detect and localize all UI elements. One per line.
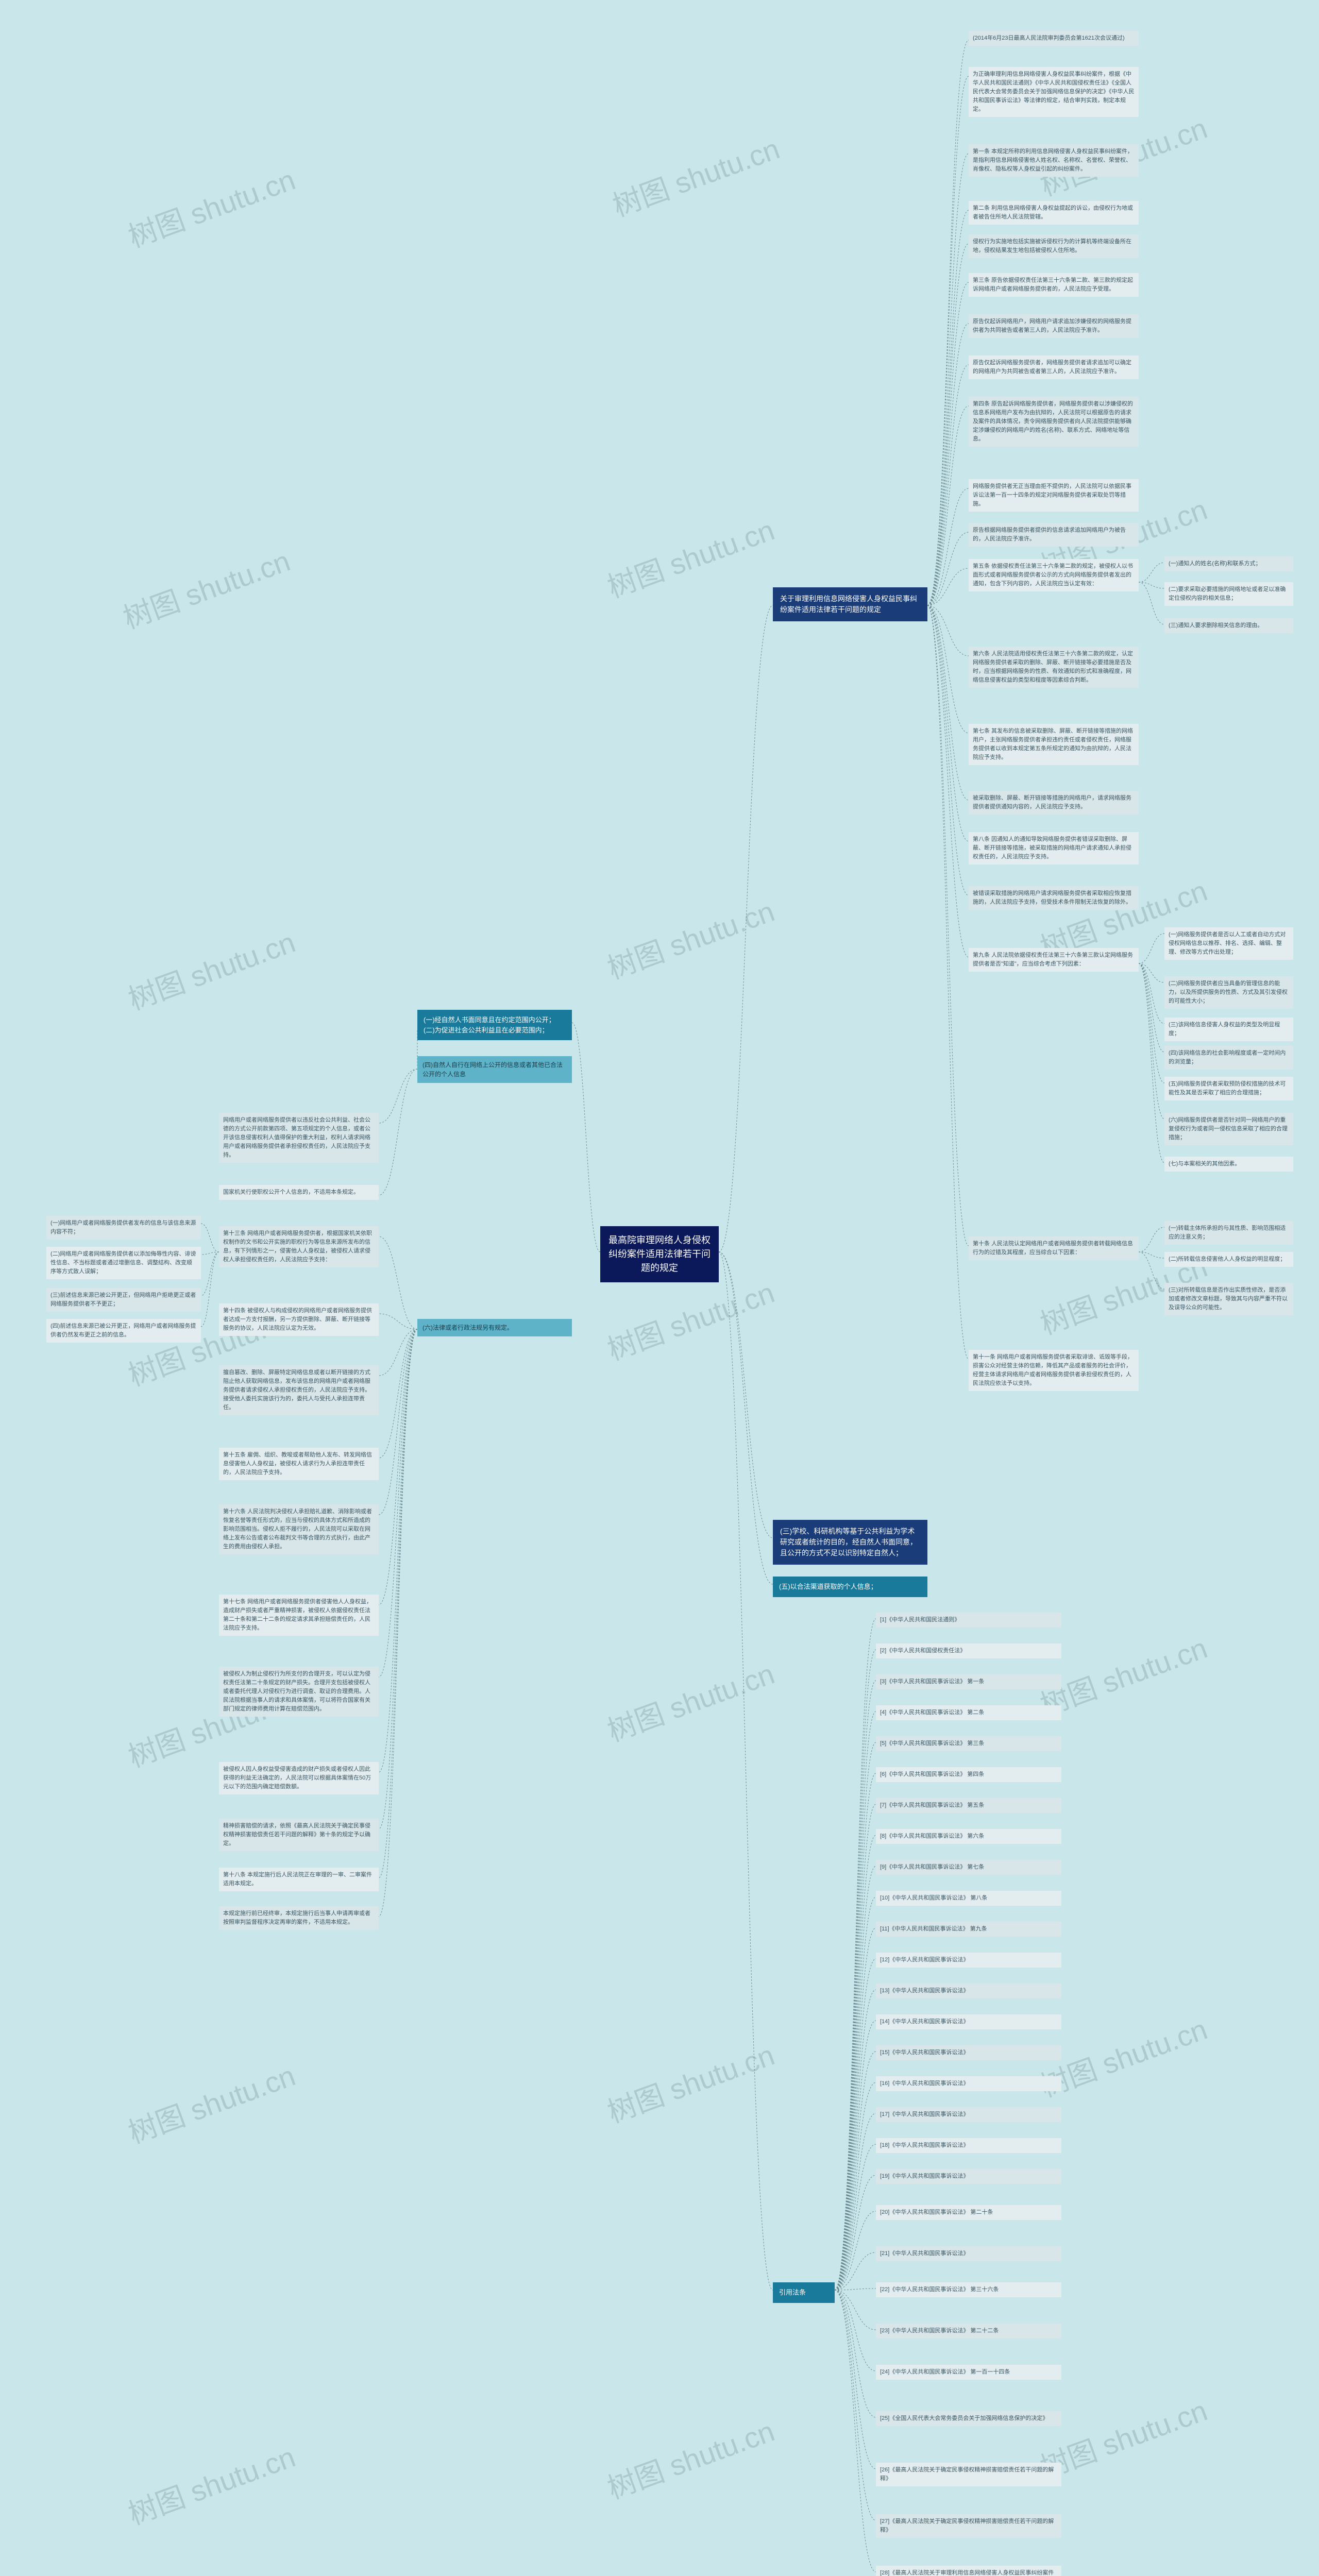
left-leaf-3: 第十四条 被侵权人与构成侵权的网络用户或者网络服务提供者达成一方支付报酬，另一方…: [219, 1303, 379, 1336]
right-leaf-11: 第五条 依据侵权责任法第三十六条第二款的规定，被侵权人以书面形式或者网络服务提供…: [969, 559, 1139, 591]
watermark: 树图 shutu.cn: [122, 157, 300, 256]
right-leaf2-5: (三)该网络信息侵害人身权益的类型及明显程度；: [1164, 1018, 1293, 1041]
citation-5: [6]《中华人民共和国民事诉讼法》 第四条: [876, 1767, 1061, 1782]
right-leaf2-10: (一)转载主体所承担的与其性质、影响范围相适应的注意义务；: [1164, 1221, 1293, 1245]
right-leaf-15: 第八条 因通知人的通知导致网络服务提供者错误采取删除、屏蔽、断开链接等措施，被采…: [969, 832, 1139, 865]
right-leaf-12: 第六条 人民法院适用侵权责任法第三十六条第二款的规定，认定网络服务提供者采取的删…: [969, 647, 1139, 688]
right-leaf-3: 第二条 利用信息网络侵害人身权益提起的诉讼，由侵权行为地或者被告住所地人民法院管…: [969, 201, 1139, 225]
left-leaf-2: 第十三条 网络用户或者网络服务提供者，根据国家机关依职权制作的文书和公开实施的职…: [219, 1226, 379, 1267]
watermark: 树图 shutu.cn: [122, 919, 300, 1018]
citation-9: [10]《中华人民共和国民事诉讼法》 第八条: [876, 1891, 1061, 1906]
right-leaf-1: 为正确审理利用信息网络侵害人身权益民事纠纷案件，根据《中华人民共和国民法通则》《…: [969, 67, 1139, 117]
right-leaf-18: 第十条 人民法院认定网络用户或者网络服务提供者转载网络信息行为的过错及其程度，应…: [969, 1236, 1139, 1260]
watermark: 树图 shutu.cn: [601, 1651, 780, 1750]
left-leaf-12: 本规定施行前已经终审，本规定施行后当事人申请再审或者按照审判监督程序决定再审的案…: [219, 1906, 379, 1930]
citation-7: [8]《中华人民共和国民事诉讼法》 第六条: [876, 1829, 1061, 1844]
left-leaf2-0: (一)网络用户或者网络服务提供者发布的信息与该信息来源内容不符；: [46, 1216, 201, 1240]
sub-node-1: (五)以合法渠道获取的个人信息；: [773, 1577, 927, 1597]
left-leaf-6: 第十六条 人民法院判决侵权人承担赔礼道歉、消除影响或者恢复名誉等责任形式的，应当…: [219, 1504, 379, 1554]
left-leaf-9: 被侵权人因人身权益受侵害造成的财产损失或者侵权人因此获得的利益无法确定的，人民法…: [219, 1762, 379, 1794]
watermark: 树图 shutu.cn: [606, 126, 785, 225]
citation-20: [21]《中华人民共和国民事诉讼法》: [876, 2246, 1061, 2261]
left-leaf2-2: (三)前述信息来源已被公开更正，但网络用户拒绝更正或者网络服务提供者不予更正；: [46, 1288, 201, 1312]
citation-27: [28]《最高人民法院关于审理利用信息网络侵害人身权益民事纠纷案件适用法律若干问…: [876, 2566, 1061, 2576]
citation-26: [27]《最高人民法院关于确定民事侵权精神损害赔偿责任若干问题的解释》: [876, 2514, 1061, 2538]
citation-12: [13]《中华人民共和国民事诉讼法》: [876, 1984, 1061, 1998]
right-leaf-14: 被采取删除、屏蔽、断开链接等措施的网络用户，请求网络服务提供者提供通知内容的，人…: [969, 791, 1139, 815]
right-leaf2-7: (五)网络服务提供者采取预防侵权措施的技术可能性及其是否采取了相应的合理措施；: [1164, 1077, 1293, 1100]
right-leaf2-8: (六)网络服务提供者是否针对同一网络用户的重复侵权行为或者同一侵权信息采取了相应…: [1164, 1113, 1293, 1145]
right-leaf2-9: (七)与本案相关的其他因素。: [1164, 1157, 1293, 1172]
citation-1: [2]《中华人民共和国侵权责任法》: [876, 1643, 1061, 1658]
right-leaf2-3: (一)网络服务提供者是否以人工或者自动方式对侵权网络信息以推荐、排名、选择、编辑…: [1164, 927, 1293, 960]
left-leaf-8: 被侵权人为制止侵权行为所支付的合理开支，可以认定为侵权责任法第二十条规定的财产损…: [219, 1667, 379, 1717]
left-leaf2-1: (二)网络用户或者网络服务提供者以添加侮辱性内容、诽谤性信息、不当标题或者通过增…: [46, 1247, 201, 1279]
citation-18: [19]《中华人民共和国民事诉讼法》: [876, 2169, 1061, 2184]
watermark: 树图 shutu.cn: [122, 2053, 300, 2151]
right-leaf2-0: (一)通知人的姓名(名称)和联系方式；: [1164, 556, 1293, 571]
right-leaf-9: 网络服务提供者无正当理由拒不提供的，人民法院可以依据民事诉讼法第一百一十四条的规…: [969, 479, 1139, 512]
citation-11: [12]《中华人民共和国民事诉讼法》: [876, 1953, 1061, 1968]
major-node-0: 关于审理利用信息网络侵害人身权益民事纠纷案件适用法律若干问题的规定: [773, 587, 927, 621]
left-leaf-10: 精神损害赔偿的请求，依照《最高人民法院关于确定民事侵权精神损害赔偿责任若干问题的…: [219, 1819, 379, 1851]
mindmap-canvas: 树图 shutu.cn 树图 shutu.cn 树图 shutu.cn 树图 shut…: [0, 0, 1319, 2576]
citation-4: [5]《中华人民共和国民事诉讼法》 第三条: [876, 1736, 1061, 1751]
right-leaf2-11: (二)所转载信息侵害他人人身权益的明显程度；: [1164, 1252, 1293, 1267]
citation-23: [24]《中华人民共和国民事诉讼法》 第一百一十四条: [876, 2365, 1061, 2380]
left-leaf-1: 国家机关行使职权公开个人信息的，不适用本条规定。: [219, 1185, 379, 1200]
right-leaf-8: 第四条 原告起诉网络服务提供者，网络服务提供者以涉嫌侵权的信息系网络用户发布为由…: [969, 397, 1139, 447]
citation-8: [9]《中华人民共和国民事诉讼法》 第七条: [876, 1860, 1061, 1875]
right-leaf2-1: (二)要求采取必要措施的网络地址或者足以准确定位侵权内容的相关信息；: [1164, 582, 1293, 606]
watermark: 树图 shutu.cn: [601, 2032, 780, 2131]
sub-node-0: (一)经自然人书面同意且在约定范围内公开；(二)为促进社会公共利益且在必要范围内…: [417, 1010, 572, 1040]
major-node-1: (三)学校、科研机构等基于公共利益为学术研究或者统计的目的，经自然人书面同意，且…: [773, 1520, 927, 1565]
right-leaf-13: 第七条 其发布的信息被采取删除、屏蔽、断开链接等措施的网络用户，主张网络服务提供…: [969, 724, 1139, 765]
right-leaf-4: 侵权行为实施地包括实施被诉侵权行为的计算机等终端设备所在地，侵权结果发生地包括被…: [969, 234, 1139, 258]
citation-25: [26]《最高人民法院关于确定民事侵权精神损害赔偿责任若干问题的解释》: [876, 2463, 1061, 2486]
citation-10: [11]《中华人民共和国民事诉讼法》 第九条: [876, 1922, 1061, 1937]
citation-14: [15]《中华人民共和国民事诉讼法》: [876, 2045, 1061, 2060]
right-leaf2-2: (三)通知人要求删除相关信息的理由。: [1164, 618, 1293, 633]
left-leaf-0: 网络用户或者网络服务提供者以违反社会公共利益、社会公德的方式公开前款第四项、第五…: [219, 1113, 379, 1163]
right-leaf-10: 原告根据网络服务提供者提供的信息请求追加网络用户为被告的，人民法院应予准许。: [969, 523, 1139, 547]
right-leaf-2: 第一条 本规定所称的利用信息网络侵害人身权益民事纠纷案件，是指利用信息网络侵害他…: [969, 144, 1139, 177]
citation-6: [7]《中华人民共和国民事诉讼法》 第五条: [876, 1798, 1061, 1813]
right-leaf-5: 第三条 原告依据侵权责任法第三十六条第二款、第三款的规定起诉网络用户或者网络服务…: [969, 273, 1139, 297]
right-leaf2-12: (三)对所转载信息是否作出实质性修改，是否添加或者修改文章标题，导致其与内容严重…: [1164, 1283, 1293, 1315]
center-node: 最高院审理网络人身侵权纠纷案件适用法律若干问题的规定: [600, 1226, 719, 1282]
citation-2: [3]《中华人民共和国民事诉讼法》 第一条: [876, 1674, 1061, 1689]
right-leaf2-4: (二)网络服务提供者应当具备的管理信息的能力，以及所提供服务的性质、方式及其引发…: [1164, 976, 1293, 1009]
right-leaf-19: 第十一条 网络用户或者网络服务提供者采取诽谤、诋毁等手段，损害公众对经营主体的信…: [969, 1350, 1139, 1391]
right-leaf-16: 被错误采取措施的网络用户请求网络服务提供者采取相应恢复措施的，人民法院应予支持，…: [969, 886, 1139, 910]
minor-node-0: (四)自然人自行在网络上公开的信息或者其他已合法公开的个人信息: [417, 1056, 572, 1083]
left-leaf-7: 第十七条 网络用户或者网络服务提供者侵害他人人身权益，造成财产损失或者严重精神损…: [219, 1595, 379, 1636]
watermark: 树图 shutu.cn: [601, 507, 780, 606]
citation-15: [16]《中华人民共和国民事诉讼法》: [876, 2076, 1061, 2091]
left-leaf2-3: (四)前述信息来源已被公开更正，网络用户或者网络服务提供者仍然发布更正之前的信息…: [46, 1319, 201, 1343]
minor-node-1: (六)法律或者行政法规另有规定。: [417, 1319, 572, 1336]
right-leaf-7: 原告仅起诉网络服务提供者，网络服务提供者请求追加可以确定的网络用户为共同被告或者…: [969, 355, 1139, 379]
watermark: 树图 shutu.cn: [116, 538, 295, 637]
watermark: 树图 shutu.cn: [601, 1269, 780, 1368]
citation-21: [22]《中华人民共和国民事诉讼法》 第三十六条: [876, 2282, 1061, 2297]
left-leaf-4: 擅自篡改、删除、屏蔽特定网络信息或者以断开链接的方式阻止他人获取网络信息，发布该…: [219, 1365, 379, 1415]
left-leaf-11: 第十八条 本规定施行后人民法院正在审理的一审、二审案件适用本规定。: [219, 1868, 379, 1891]
citation-17: [18]《中华人民共和国民事诉讼法》: [876, 2138, 1061, 2153]
left-leaf-5: 第十五条 雇佣、组织、教唆或者帮助他人发布、转发网络信息侵害他人人身权益，被侵权…: [219, 1448, 379, 1480]
citation-19: [20]《中华人民共和国民事诉讼法》 第二十条: [876, 2205, 1061, 2220]
watermark: 树图 shutu.cn: [122, 2434, 300, 2533]
citation-22: [23]《中华人民共和国民事诉讼法》 第二十二条: [876, 2324, 1061, 2338]
watermark: 树图 shutu.cn: [601, 888, 780, 987]
citation-3: [4]《中华人民共和国民事诉讼法》 第二条: [876, 1705, 1061, 1720]
right-leaf-0: (2014年6月23日最高人民法院审判委员会第1621次会议通过): [969, 31, 1139, 46]
watermark: 树图 shutu.cn: [601, 2408, 780, 2507]
sub-node-2: 引用法条: [773, 2282, 835, 2303]
citation-13: [14]《中华人民共和国民事诉讼法》: [876, 2014, 1061, 2029]
citation-24: [25]《全国人民代表大会常务委员会关于加强网络信息保护的决定》: [876, 2411, 1061, 2426]
citation-0: [1]《中华人民共和国民法通则》: [876, 1613, 1061, 1628]
citation-16: [17]《中华人民共和国民事诉讼法》: [876, 2107, 1061, 2122]
right-leaf-6: 原告仅起诉网络用户，网络用户请求追加涉嫌侵权的网络服务提供者为共同被告或者第三人…: [969, 314, 1139, 338]
right-leaf2-6: (四)该网络信息的社会影响程度或者一定时间内的浏览量；: [1164, 1046, 1293, 1070]
right-leaf-17: 第九条 人民法院依据侵权责任法第三十六条第三款认定网络服务提供者是否"知道"，应…: [969, 948, 1139, 972]
